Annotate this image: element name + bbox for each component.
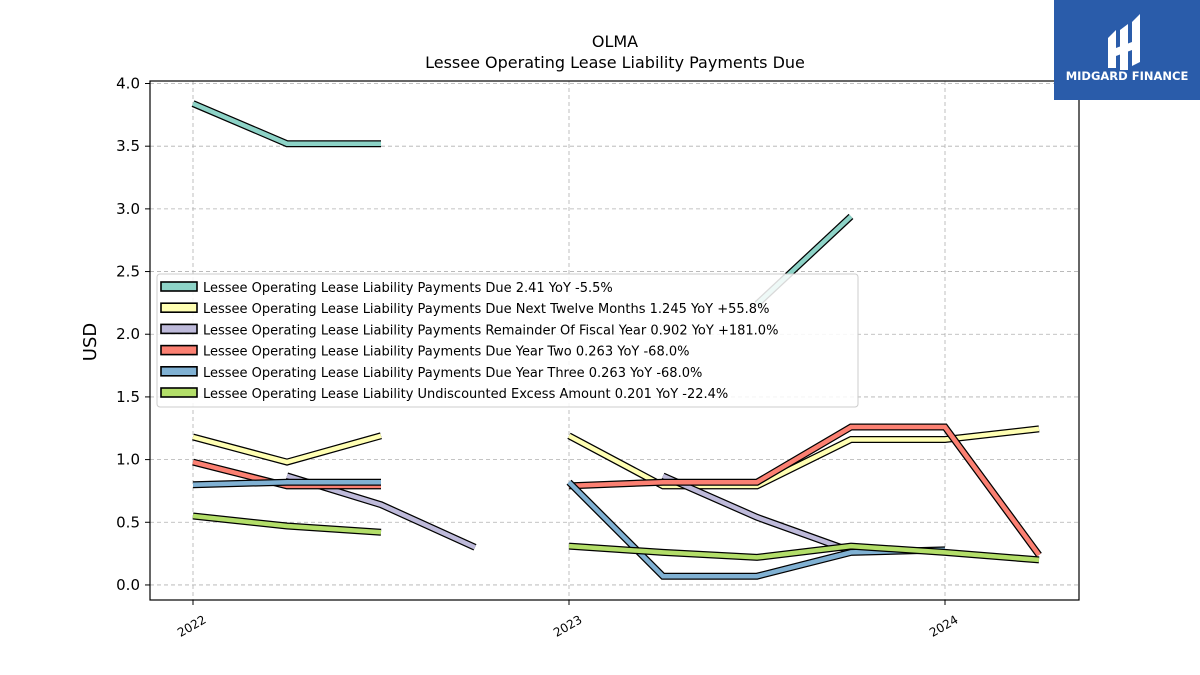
legend-item: Lessee Operating Lease Liability Payment… (160, 302, 769, 317)
legend-item: Lessee Operating Lease Liability Payment… (160, 323, 778, 338)
plot-frame (149, 80, 1080, 601)
legend-label: Lessee Operating Lease Liability Payment… (203, 345, 689, 360)
y-tick-label: 1.5 (116, 388, 140, 406)
legend-item: Lessee Operating Lease Liability Payment… (160, 344, 689, 360)
x-tick-label: 2023 (551, 612, 584, 639)
legend-item: Lessee Operating Lease Liability Undisco… (160, 387, 728, 402)
chart-title: OLMA (592, 32, 638, 51)
x-tick-label: 2022 (175, 612, 208, 639)
legend-swatch (160, 365, 198, 377)
y-tick-label: 0.0 (116, 576, 140, 594)
y-axis-ticks: 0.0 0.5 1.0 1.5 2.0 2.5 3.0 3.5 4.0 (116, 75, 150, 594)
legend-box (156, 273, 859, 408)
y-tick-label: 2.5 (116, 263, 140, 281)
legend-label: Lessee Operating Lease Liability Payment… (203, 366, 702, 381)
y-tick-label: 0.5 (116, 513, 140, 531)
legend-swatch (160, 344, 198, 356)
legend-item: Lessee Operating Lease Liability Payment… (160, 281, 613, 296)
legend-label: Lessee Operating Lease Liability Undisco… (203, 387, 728, 402)
legend-swatch (160, 323, 198, 335)
logo-wordmark: MIDGARD FINANCE (1066, 69, 1189, 83)
series-4-line (192, 423, 1042, 557)
x-tick-label: 2024 (927, 612, 960, 639)
y-tick-label: 3.5 (116, 137, 140, 155)
legend-swatch (160, 281, 198, 292)
legend-swatch (160, 302, 198, 314)
legend-label: Lessee Operating Lease Liability Payment… (203, 323, 778, 338)
series-2-line (192, 425, 1040, 490)
x-axis-ticks: 2022 2023 2024 (175, 600, 961, 640)
y-tick-label: 4.0 (116, 75, 140, 93)
midgard-finance-logo: MIDGARD FINANCE (1054, 0, 1200, 100)
legend: Lessee Operating Lease Liability Payment… (156, 273, 859, 408)
y-tick-label: 1.0 (116, 451, 140, 469)
legend-swatch (160, 387, 198, 398)
chart-subtitle: Lessee Operating Lease Liability Payment… (425, 53, 805, 72)
series-6-line (192, 512, 1040, 564)
y-tick-label: 3.0 (116, 200, 140, 218)
y-axis-label: USD (80, 323, 101, 361)
legend-item: Lessee Operating Lease Liability Payment… (160, 365, 702, 381)
midgard-logo-icon (1108, 14, 1140, 70)
legend-label: Lessee Operating Lease Liability Payment… (203, 302, 769, 317)
y-tick-label: 2.0 (116, 325, 140, 343)
legend-label: Lessee Operating Lease Liability Payment… (203, 281, 613, 296)
